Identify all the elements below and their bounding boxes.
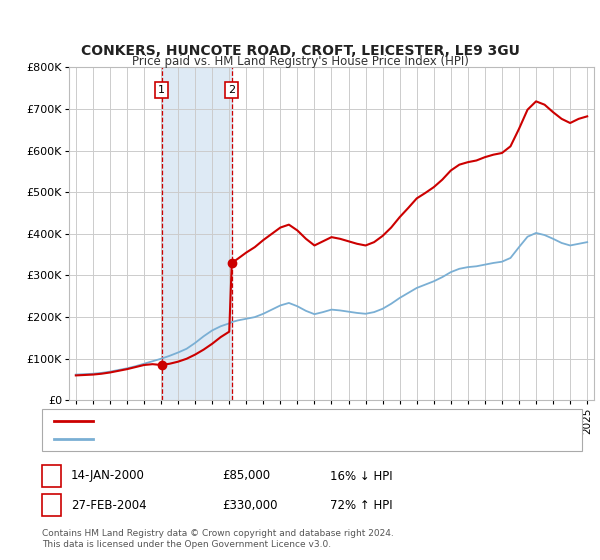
Text: CONKERS, HUNCOTE ROAD, CROFT, LEICESTER, LE9 3GU (detached house): CONKERS, HUNCOTE ROAD, CROFT, LEICESTER,… bbox=[97, 416, 488, 426]
Text: 27-FEB-2004: 27-FEB-2004 bbox=[71, 498, 146, 512]
Bar bbox=[162, 67, 232, 400]
Text: 2: 2 bbox=[47, 498, 56, 512]
Text: CONKERS, HUNCOTE ROAD, CROFT, LEICESTER, LE9 3GU: CONKERS, HUNCOTE ROAD, CROFT, LEICESTER,… bbox=[80, 44, 520, 58]
Text: Price paid vs. HM Land Registry's House Price Index (HPI): Price paid vs. HM Land Registry's House … bbox=[131, 55, 469, 68]
Text: 1: 1 bbox=[158, 85, 165, 95]
Text: 2: 2 bbox=[228, 85, 235, 95]
Text: £85,000: £85,000 bbox=[222, 469, 270, 483]
Text: 16% ↓ HPI: 16% ↓ HPI bbox=[330, 469, 392, 483]
Text: 72% ↑ HPI: 72% ↑ HPI bbox=[330, 498, 392, 512]
Text: Contains HM Land Registry data © Crown copyright and database right 2024.
This d: Contains HM Land Registry data © Crown c… bbox=[42, 529, 394, 549]
Text: HPI: Average price, detached house, Blaby: HPI: Average price, detached house, Blab… bbox=[97, 434, 319, 444]
Text: 14-JAN-2000: 14-JAN-2000 bbox=[71, 469, 145, 483]
Text: 1: 1 bbox=[47, 469, 56, 483]
Text: £330,000: £330,000 bbox=[222, 498, 277, 512]
